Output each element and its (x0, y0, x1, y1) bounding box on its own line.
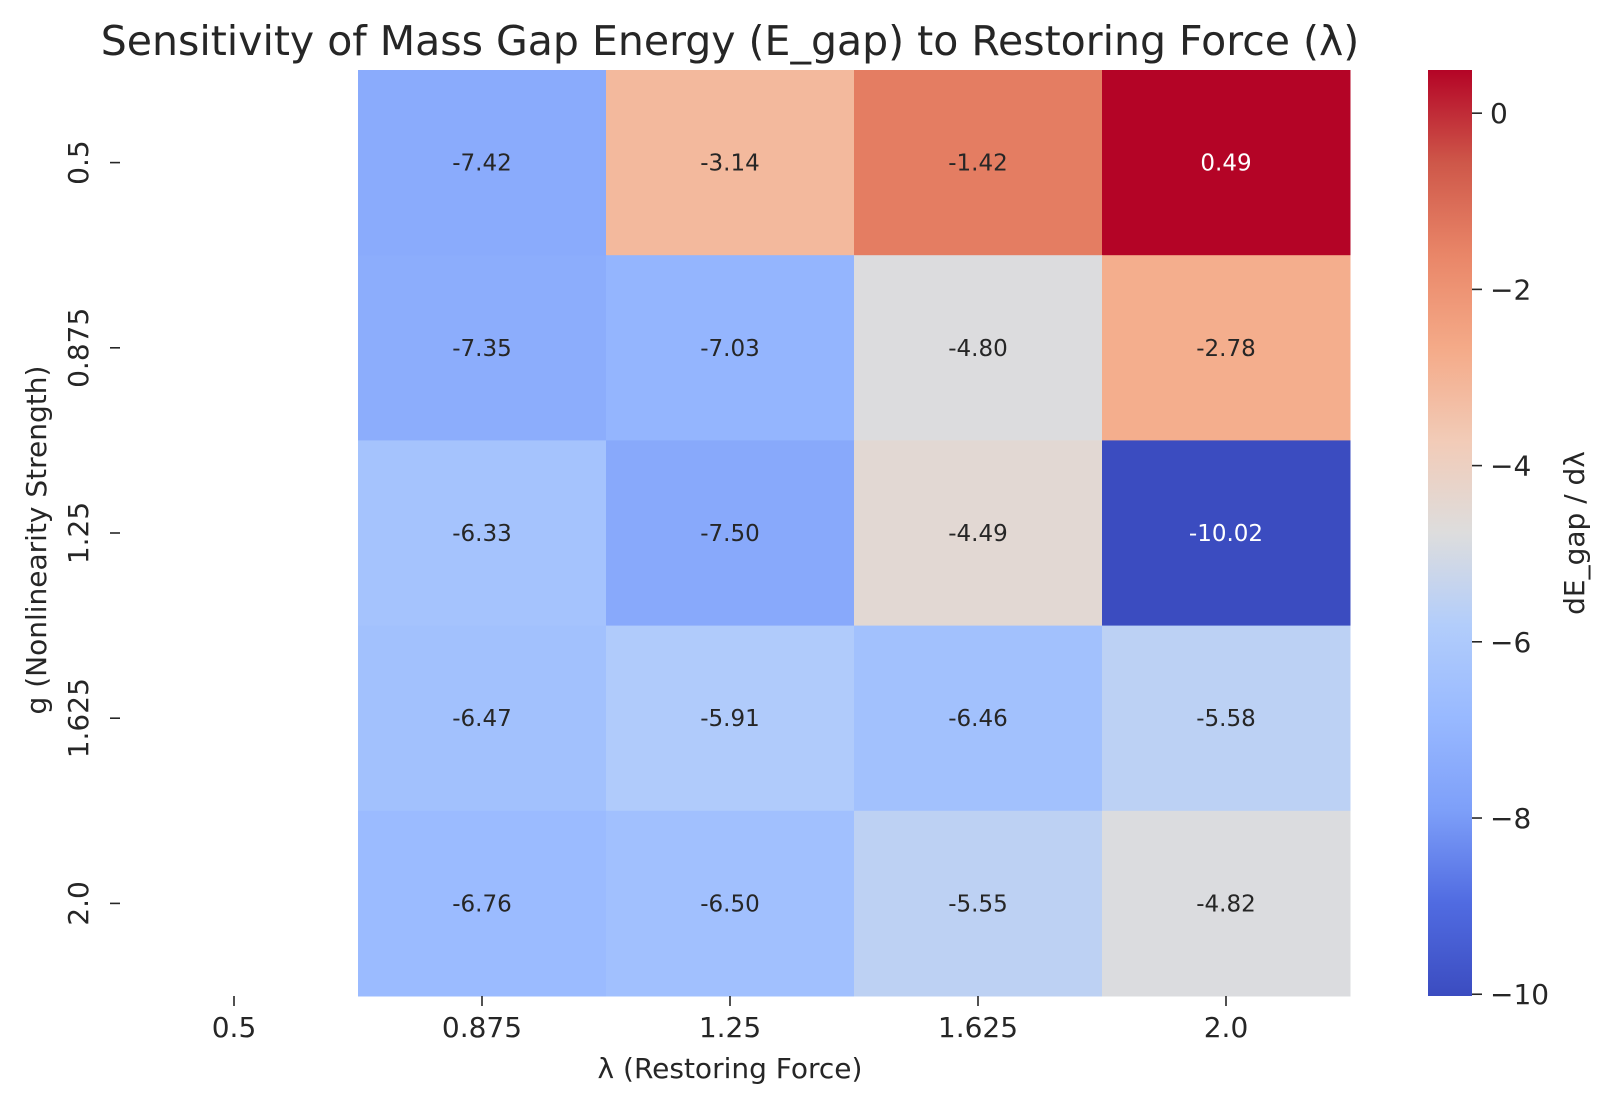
heatmap-cell (1102, 625, 1351, 812)
heatmap-cell (358, 70, 607, 256)
heatmap-cell (358, 625, 607, 812)
colorbar-tick-label: −6 (1490, 626, 1531, 659)
heatmap-cell (1102, 255, 1351, 441)
colorbar-ticks: 0 −2 −4 −6 −8 −10 (1472, 97, 1549, 1011)
chart-title: Sensitivity of Mass Gap Energy (E_gap) t… (101, 17, 1360, 65)
y-axis-label: g (Nonlinearity Strength) (20, 366, 53, 715)
heatmap-cell (358, 255, 607, 441)
heatmap-cell (1102, 810, 1351, 997)
cell-value-label: -7.42 (452, 151, 512, 177)
cell-value-label: -5.91 (700, 706, 760, 732)
colorbar-tick-label: −10 (1490, 978, 1549, 1011)
heatmap-cell (854, 70, 1103, 256)
x-tick-label: 0.875 (442, 1011, 522, 1044)
heatmap-cell (606, 810, 855, 997)
cell-value-label: -2.78 (1196, 336, 1256, 362)
x-tick-label: 1.625 (938, 1011, 1018, 1044)
x-tick-label: 1.25 (699, 1011, 761, 1044)
heatmap-cell (606, 440, 855, 627)
heatmap-cell (606, 255, 855, 441)
y-axis-ticks: 0.5 0.875 1.25 1.625 2.0 (62, 140, 120, 926)
colorbar-tick-label: −8 (1490, 802, 1531, 835)
y-tick-label: 1.25 (62, 502, 95, 564)
cell-value-label: -10.02 (1189, 521, 1263, 547)
heatmap-cells: -7.42 -3.14 -1.42 0.49 -7.35 -7.03 -4.80 -2.78 -… (358, 70, 1351, 997)
colorbar-tick-label: 0 (1490, 97, 1508, 130)
cell-value-label: -1.42 (948, 151, 1008, 177)
heatmap-cell (854, 625, 1103, 812)
cell-value-label: -7.03 (700, 336, 760, 362)
colorbar-tick-label: −4 (1490, 450, 1531, 483)
colorbar-gradient (1428, 70, 1472, 996)
cell-value-label: -5.55 (948, 891, 1008, 917)
heatmap-cell (606, 70, 855, 256)
cell-value-label: -4.82 (1196, 891, 1256, 917)
x-tick-label: 2.0 (1204, 1011, 1249, 1044)
cell-value-label: -5.58 (1196, 706, 1256, 732)
cell-value-label: -6.50 (700, 891, 760, 917)
heatmap-cell (854, 810, 1103, 997)
y-tick-label: 0.875 (62, 308, 95, 388)
cell-value-label: -4.49 (948, 521, 1008, 547)
x-axis-label: λ (Restoring Force) (598, 1052, 863, 1085)
y-tick-label: 2.0 (62, 881, 95, 926)
heatmap-cell (1102, 440, 1351, 627)
cell-value-label: -6.33 (452, 521, 512, 547)
heatmap-cell (358, 810, 607, 997)
colorbar: 0 −2 −4 −6 −8 −10 dE_gap / dλ (1428, 70, 1591, 1011)
heatmap-cell (606, 625, 855, 812)
colorbar-label: dE_gap / dλ (1558, 451, 1591, 615)
cell-value-label: -6.47 (452, 706, 512, 732)
colorbar-tick-label: −2 (1490, 273, 1531, 306)
cell-value-label: -7.35 (452, 336, 512, 362)
heatmap-cell (358, 440, 607, 627)
cell-value-label: -6.46 (948, 706, 1008, 732)
x-axis-ticks: 0.5 0.875 1.25 1.625 2.0 (212, 996, 1249, 1044)
cell-value-label: 0.49 (1200, 151, 1251, 177)
cell-value-label: -3.14 (700, 151, 760, 177)
heatmap-cell (1102, 70, 1351, 256)
y-tick-label: 1.625 (62, 678, 95, 758)
heatmap-cell (854, 255, 1103, 441)
cell-value-label: -4.80 (948, 336, 1008, 362)
heatmap-cell (854, 440, 1103, 627)
y-tick-label: 0.5 (62, 140, 95, 185)
cell-value-label: -7.50 (700, 521, 760, 547)
cell-value-label: -6.76 (452, 891, 512, 917)
x-tick-label: 0.5 (212, 1011, 257, 1044)
